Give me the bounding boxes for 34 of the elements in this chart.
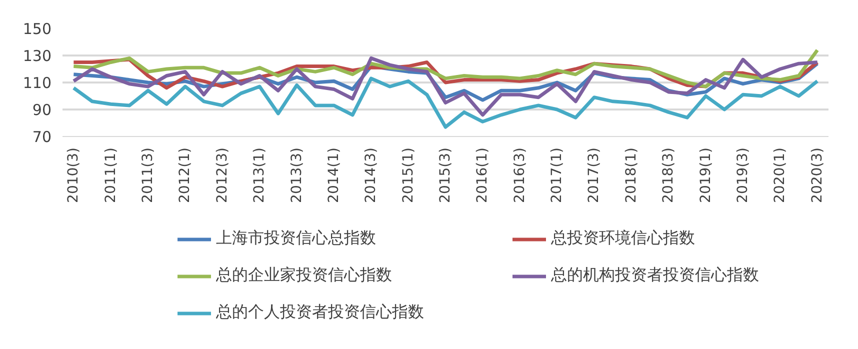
x-tick-label: 2015(3) [438, 147, 454, 203]
x-tick-label: 2017(1) [549, 147, 566, 203]
line-series [72, 76, 820, 129]
legend-label: 上海市投资信心总指数 [216, 228, 377, 249]
x-tick-label: 2013(1) [252, 147, 268, 203]
x-tick-label: 2018(3) [660, 147, 677, 203]
x-tick-label: 2019(3) [734, 147, 751, 203]
y-tick-label: 90 [32, 101, 52, 119]
y-tick-label: 130 [22, 47, 52, 65]
legend-label: 总的企业家投资信心指数 [216, 265, 393, 286]
legend-label: 总投资环境信心指数 [551, 228, 696, 249]
x-tick-label: 2011(1) [102, 147, 119, 203]
x-tick-label: 2014(1) [326, 147, 342, 203]
x-tick-label: 2016(1) [474, 147, 491, 203]
x-tick-label: 2012(1) [177, 147, 194, 203]
y-tick-label: 70 [32, 128, 52, 146]
x-tick-label: 2018(1) [623, 147, 640, 203]
x-tick-label: 2015(1) [400, 147, 416, 203]
x-tick-label: 2017(3) [586, 147, 602, 203]
line-series [72, 56, 820, 117]
line-series [72, 48, 820, 88]
x-tick-label: 2011(3) [140, 147, 156, 203]
y-tick-label: 150 [22, 20, 52, 38]
x-tick-label: 2013(3) [288, 147, 305, 203]
x-tick-label: 2014(3) [363, 147, 380, 203]
x-tick-label: 2020(1) [772, 147, 788, 203]
x-tick-label: 2019(1) [698, 147, 714, 203]
legend-label: 总的个人投资者投资信心指数 [216, 302, 425, 323]
x-tick-label: 2016(3) [512, 147, 528, 203]
legend-label: 总的机构投资者投资信心指数 [551, 265, 760, 286]
x-tick-label: 2020(3) [809, 147, 826, 203]
y-tick-label: 110 [22, 74, 52, 92]
x-tick-label: 2010(3) [66, 147, 82, 203]
x-tick-label: 2012(3) [214, 147, 230, 203]
